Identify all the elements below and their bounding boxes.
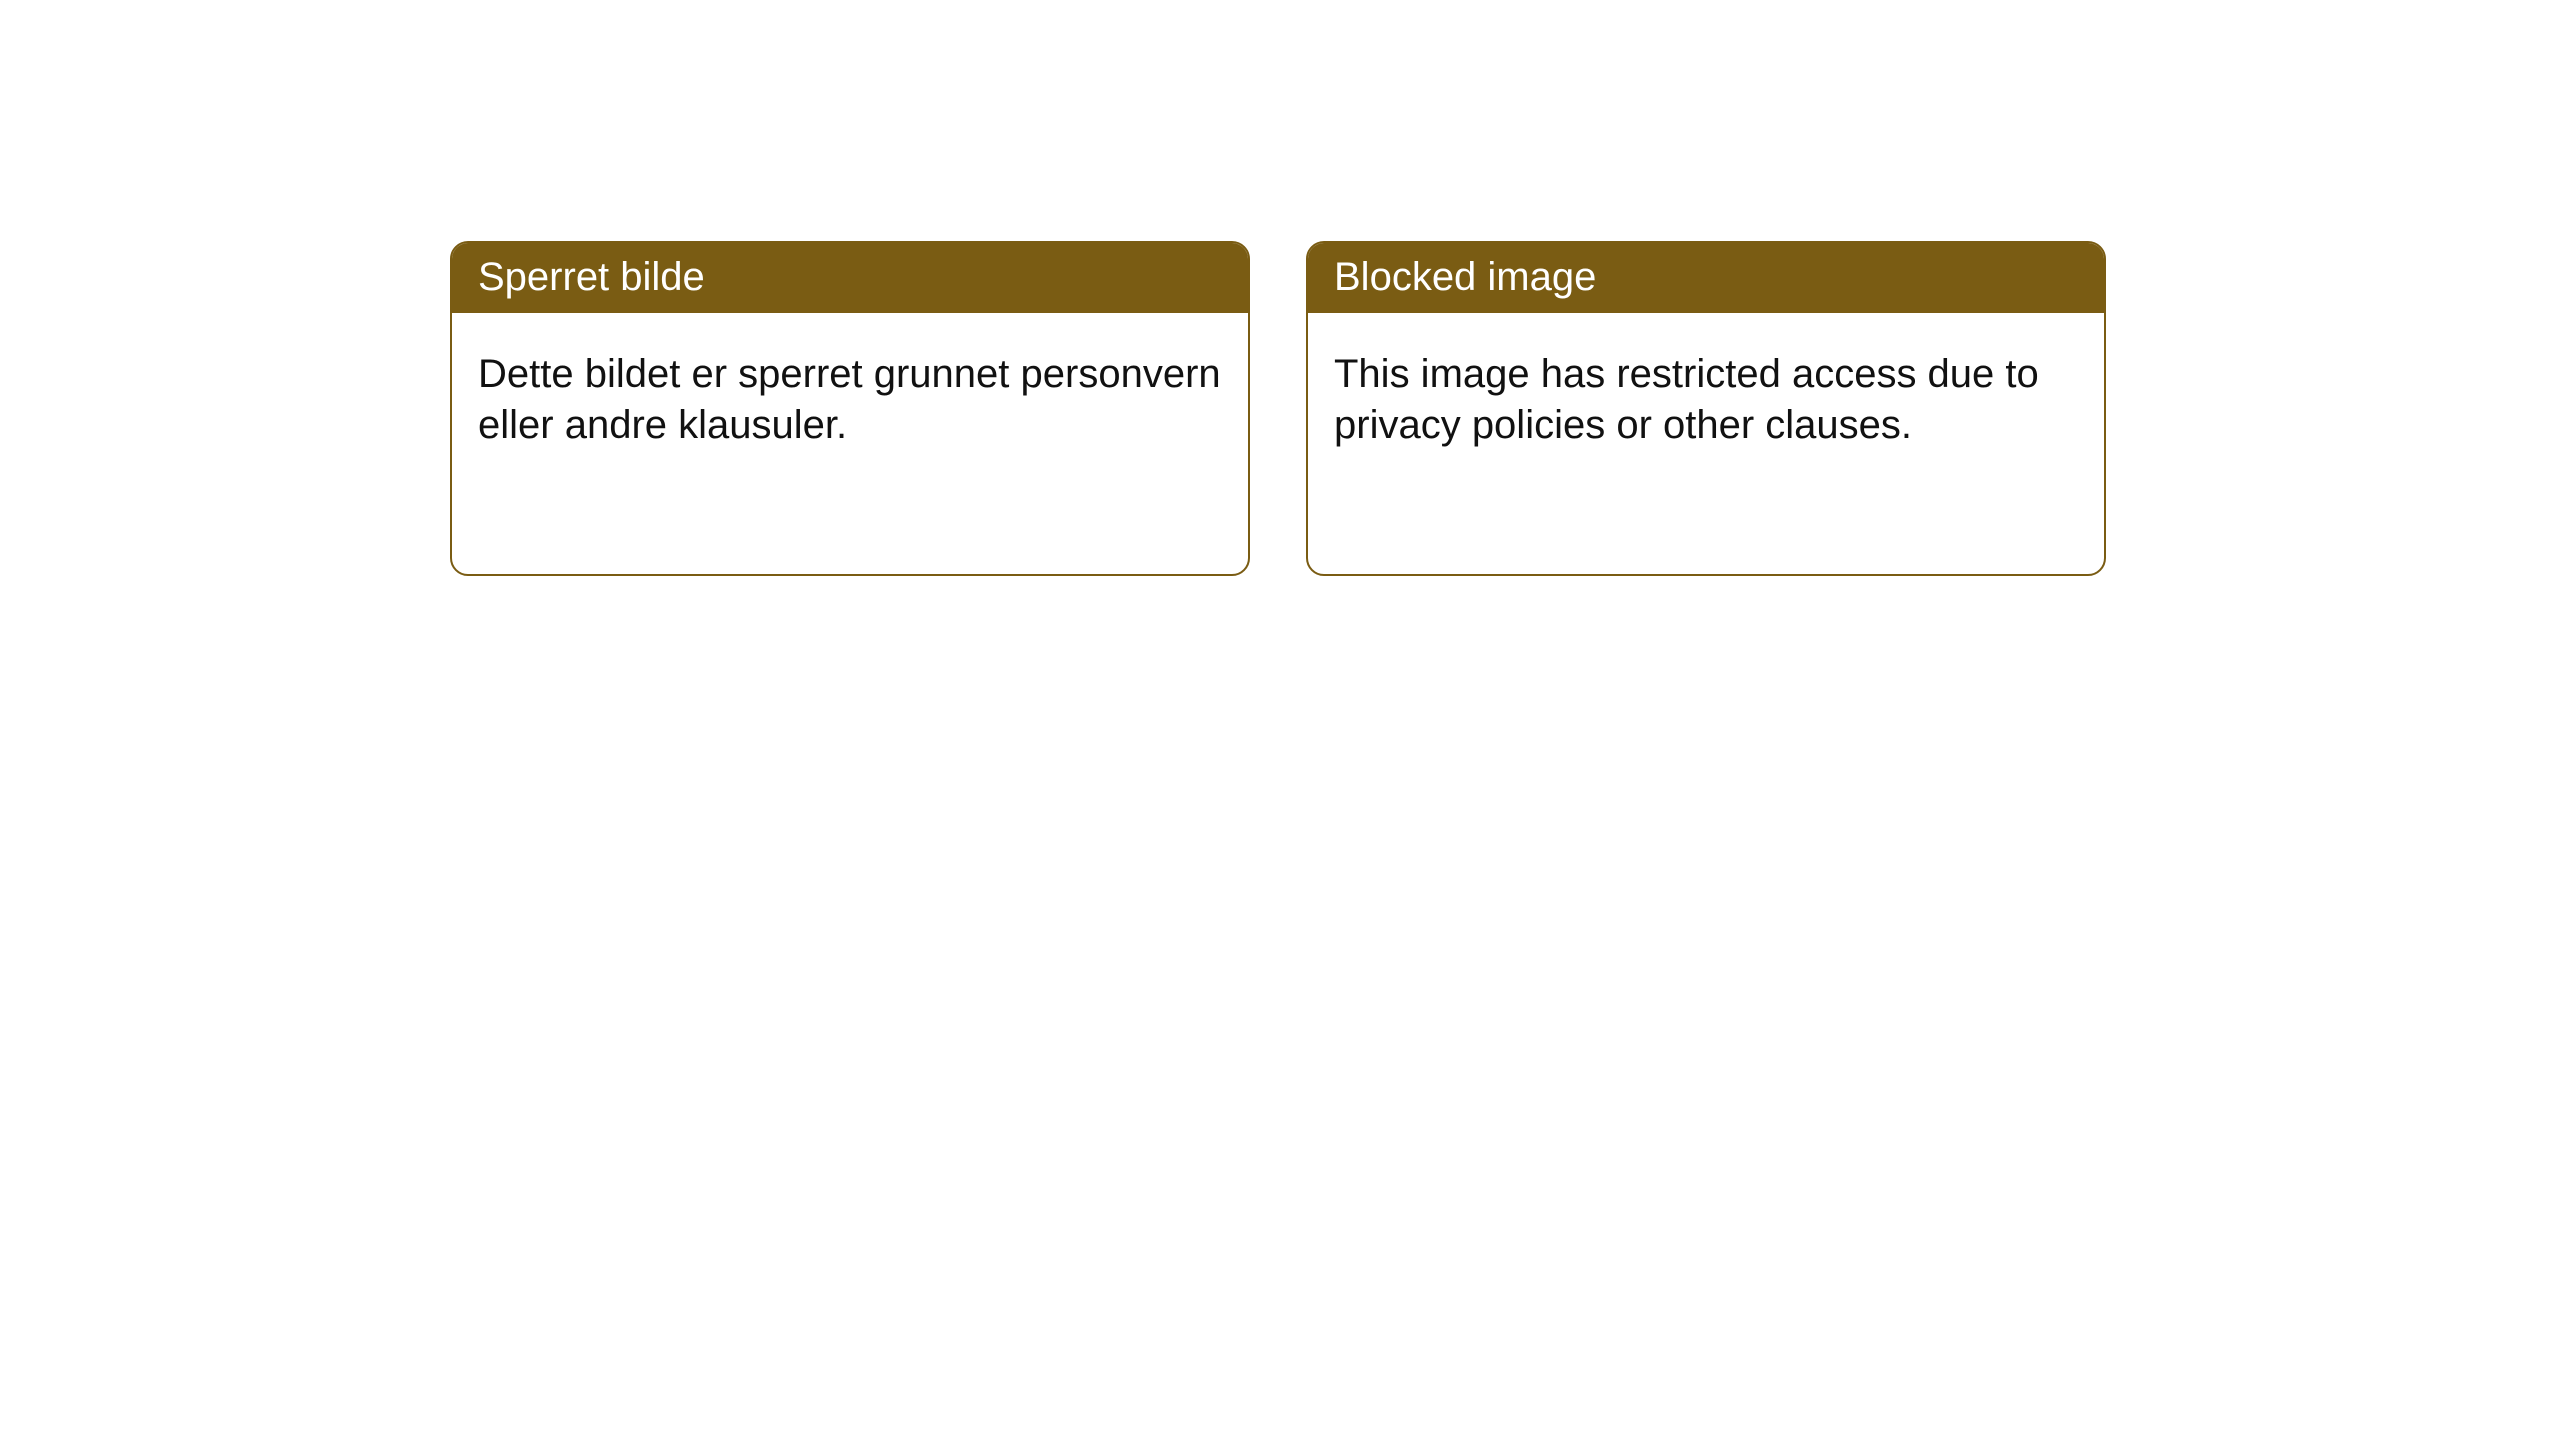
blocked-image-card-en: Blocked image This image has restricted … xyxy=(1306,241,2106,576)
card-title-no: Sperret bilde xyxy=(452,243,1248,313)
card-title-en: Blocked image xyxy=(1308,243,2104,313)
cards-container: Sperret bilde Dette bildet er sperret gr… xyxy=(0,0,2560,576)
card-body-en: This image has restricted access due to … xyxy=(1308,313,2104,477)
blocked-image-card-no: Sperret bilde Dette bildet er sperret gr… xyxy=(450,241,1250,576)
card-body-no: Dette bildet er sperret grunnet personve… xyxy=(452,313,1248,477)
